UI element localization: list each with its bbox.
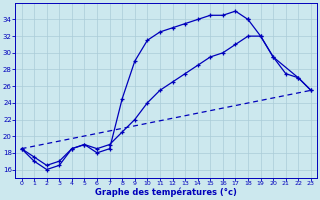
X-axis label: Graphe des températures (°c): Graphe des températures (°c): [95, 188, 237, 197]
